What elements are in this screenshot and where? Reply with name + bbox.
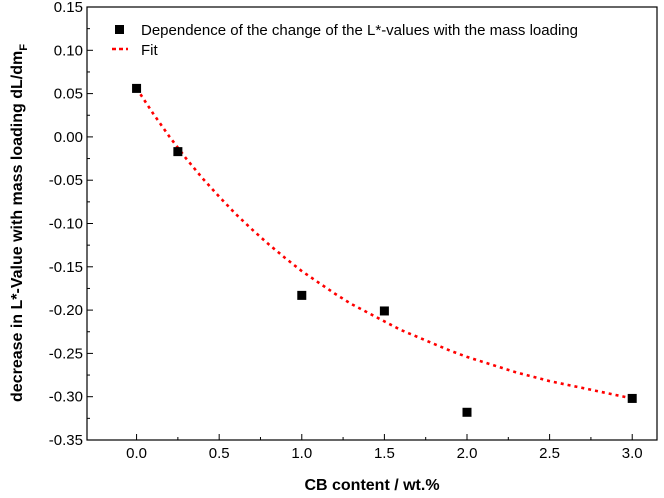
legend-label-points: Dependence of the change of the L*-value… (141, 22, 578, 39)
x-tick-label: 0.0 (126, 445, 147, 462)
x-tick-label: 3.0 (622, 445, 643, 462)
y-tick-label: 0.00 (54, 129, 83, 146)
axis-ticks: 0.0 0.5 1.0 1.5 2.0 2.5 3.0 0.15 0.10 0.05 0.00 -0.… (49, 0, 643, 462)
plot-frame (86, 6, 658, 441)
x-tick-label: 0.5 (209, 445, 230, 462)
fit-line (135, 87, 633, 400)
y-axis-title-subscript: F (18, 44, 30, 51)
y-tick-label: -0.30 (49, 389, 83, 406)
legend-label-fit: Fit (141, 42, 158, 59)
y-axis-title-main: decrease in L*-Value with mass loading d… (9, 51, 26, 402)
y-tick-label: 0.10 (54, 42, 83, 59)
data-point (627, 393, 637, 403)
y-tick-label: 0.05 (54, 86, 83, 103)
y-tick-label: -0.25 (49, 345, 83, 362)
y-tick-label: -0.35 (49, 432, 83, 449)
y-tick-label: -0.10 (49, 216, 83, 233)
y-tick-label: -0.05 (49, 172, 83, 189)
y-tick-label: -0.15 (49, 259, 83, 276)
x-axis-title: CB content / wt.% (304, 477, 439, 494)
x-tick-label: 2.0 (457, 445, 478, 462)
fit-line-layer (135, 87, 633, 400)
legend: Dependence of the change of the L*-value… (112, 22, 578, 59)
data-point (462, 407, 472, 417)
legend-marker-points (115, 25, 124, 34)
data-point (297, 290, 307, 300)
y-tick-label: 0.15 (54, 0, 83, 16)
x-tick-label: 1.5 (374, 445, 395, 462)
data-point (379, 306, 389, 316)
x-tick-label: 1.0 (291, 445, 312, 462)
data-point (132, 83, 142, 93)
data-point (173, 147, 183, 157)
y-axis-title: decrease in L*-Value with mass loading d… (9, 44, 30, 402)
y-tick-label: -0.20 (49, 302, 83, 319)
data-points-layer (132, 83, 637, 417)
x-tick-label: 2.5 (539, 445, 560, 462)
